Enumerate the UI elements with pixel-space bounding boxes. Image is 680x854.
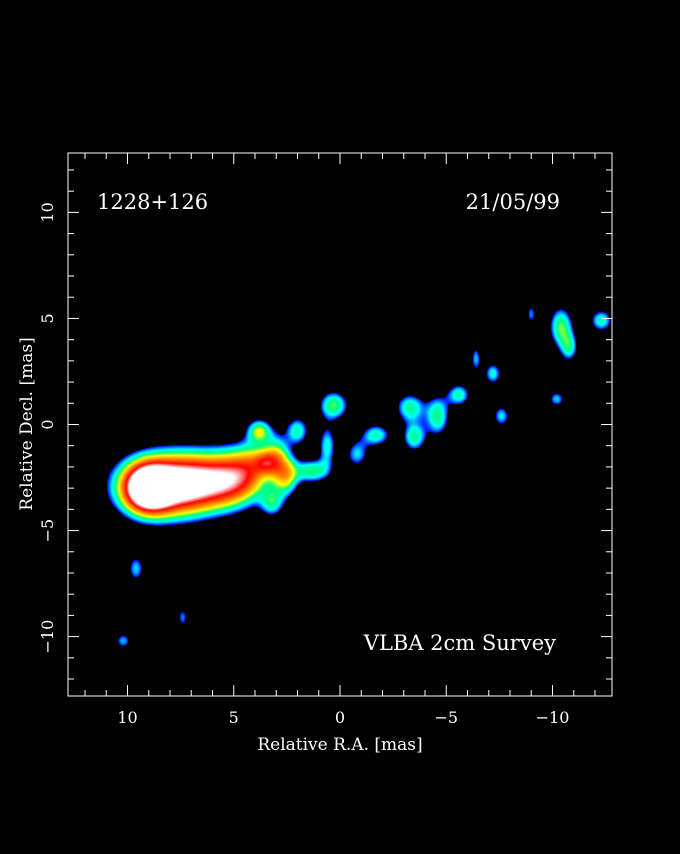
source-name: 1228+126 [97,190,208,214]
survey-label: VLBA 2cm Survey [363,631,556,655]
axis-ticks [68,153,612,696]
x-tick-labels: 10 5 0 −5 −10 [117,708,569,727]
emission-heatmap [68,153,612,696]
y-axis-label: Relative Decl. [mas] [17,337,37,510]
x-tick-label: −10 [536,708,570,727]
y-tick-label: 10 [38,202,57,222]
y-tick-label: 0 [38,419,57,429]
x-tick-label: 5 [229,708,239,727]
x-tick-label: −5 [434,708,458,727]
x-tick-label: 0 [335,708,345,727]
emission-image [68,153,612,696]
y-tick-labels: 10 5 0 −5 −10 [38,202,57,653]
y-tick-label: −10 [38,620,57,654]
x-tick-label: 10 [117,708,137,727]
x-axis-label: Relative R.A. [mas] [257,735,422,755]
observation-date: 21/05/99 [466,190,560,214]
y-tick-label: −5 [38,519,57,543]
y-tick-label: 5 [38,313,57,323]
